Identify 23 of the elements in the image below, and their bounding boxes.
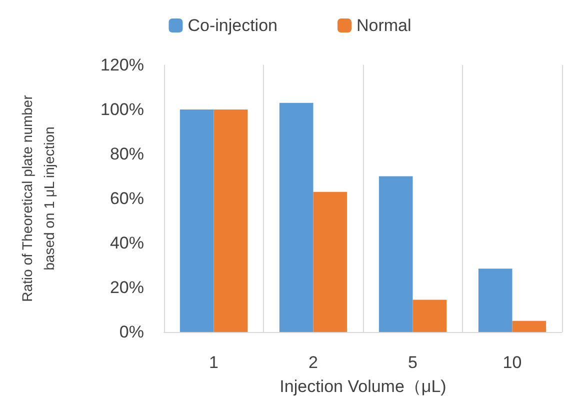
- x-tick-label: 10: [502, 353, 522, 372]
- y-tick-label: 40%: [110, 234, 144, 252]
- y-tick-label: 80%: [110, 144, 144, 164]
- bar: [313, 192, 348, 332]
- x-tick-label: 1: [209, 353, 218, 372]
- y-tick-label: 0%: [119, 322, 144, 342]
- bar: [478, 268, 512, 332]
- bar: [412, 300, 447, 332]
- bar: [180, 110, 214, 332]
- y-tick-label: 20%: [110, 278, 144, 297]
- bar: [512, 320, 546, 332]
- bar: [214, 110, 248, 332]
- bar: [378, 176, 413, 332]
- y-tick-label: 120%: [100, 56, 144, 74]
- legend-label: Co-injection: [188, 16, 278, 35]
- y-axis-title: Ratio of Theoretical plate number based on 1 μL injection: [19, 94, 57, 302]
- y-tick-label: 100%: [100, 100, 144, 119]
- legend-label: Normal: [356, 16, 412, 35]
- y-tick-label: 60%: [110, 189, 144, 208]
- bar: [279, 102, 314, 332]
- x-tick-label: 5: [408, 353, 418, 372]
- x-axis-title: Injection Volume（μL): [280, 377, 446, 396]
- x-tick-label: 2: [308, 353, 318, 372]
